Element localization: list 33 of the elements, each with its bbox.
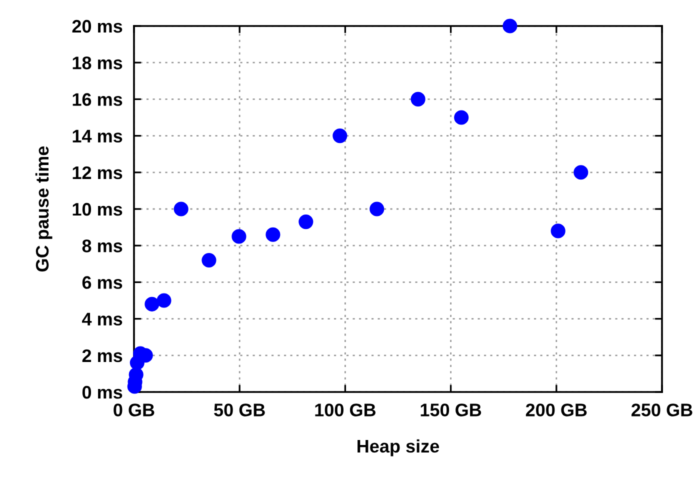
y-tick-label: 6 ms [82, 276, 122, 289]
point [502, 18, 518, 34]
point [202, 252, 216, 268]
point [174, 202, 188, 216]
point [266, 227, 280, 242]
y-tick-label: 18 ms [72, 56, 122, 70]
y-tick-label: 4 ms [82, 312, 122, 326]
point [332, 128, 348, 144]
y-axis-title: GC pause time [35, 146, 52, 272]
point [156, 293, 172, 308]
x-tick-label: 150 GB [420, 404, 482, 416]
y-tick-label: 8 ms [82, 240, 122, 252]
point [298, 214, 314, 230]
x-tick-label: 100 GB [315, 404, 376, 416]
x-tick-label: 0 GB [114, 404, 154, 416]
y-tick-label: 0 ms [82, 386, 122, 399]
x-tick-label: 50 GB [214, 404, 265, 416]
point [574, 165, 588, 180]
point [454, 110, 469, 125]
point [410, 92, 426, 106]
x-axis-title: Heap size [358, 439, 440, 456]
x-tick-label: 250 GB [632, 404, 692, 416]
x-tick-label: 200 GB [526, 404, 587, 416]
point [370, 202, 384, 216]
y-tick-label: 14 ms [72, 130, 122, 143]
point [550, 224, 566, 238]
y-tick-label: 12 ms [72, 166, 122, 180]
y-tick-label: 2 ms [82, 349, 122, 362]
y-tick-label: 16 ms [72, 93, 122, 106]
y-tick-label: 20 ms [72, 20, 122, 33]
y-tick-label: 10 ms [72, 202, 122, 216]
point [144, 296, 160, 312]
point [232, 229, 246, 244]
